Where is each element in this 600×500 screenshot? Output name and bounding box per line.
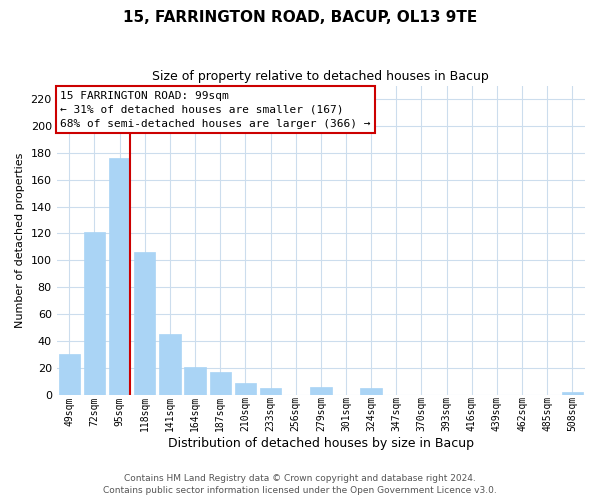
Bar	[59, 354, 80, 395]
Bar	[159, 334, 181, 395]
Bar	[562, 392, 583, 395]
Bar	[134, 252, 155, 395]
Text: Contains HM Land Registry data © Crown copyright and database right 2024.
Contai: Contains HM Land Registry data © Crown c…	[103, 474, 497, 495]
Bar	[260, 388, 281, 395]
Bar	[235, 382, 256, 395]
Bar	[84, 232, 105, 395]
Bar	[184, 366, 206, 395]
X-axis label: Distribution of detached houses by size in Bacup: Distribution of detached houses by size …	[168, 437, 474, 450]
Text: 15, FARRINGTON ROAD, BACUP, OL13 9TE: 15, FARRINGTON ROAD, BACUP, OL13 9TE	[123, 10, 477, 25]
Bar	[361, 388, 382, 395]
Bar	[109, 158, 130, 395]
Text: 15 FARRINGTON ROAD: 99sqm
← 31% of detached houses are smaller (167)
68% of semi: 15 FARRINGTON ROAD: 99sqm ← 31% of detac…	[61, 91, 371, 129]
Title: Size of property relative to detached houses in Bacup: Size of property relative to detached ho…	[152, 70, 489, 83]
Bar	[310, 386, 332, 395]
Y-axis label: Number of detached properties: Number of detached properties	[15, 152, 25, 328]
Bar	[209, 372, 231, 395]
